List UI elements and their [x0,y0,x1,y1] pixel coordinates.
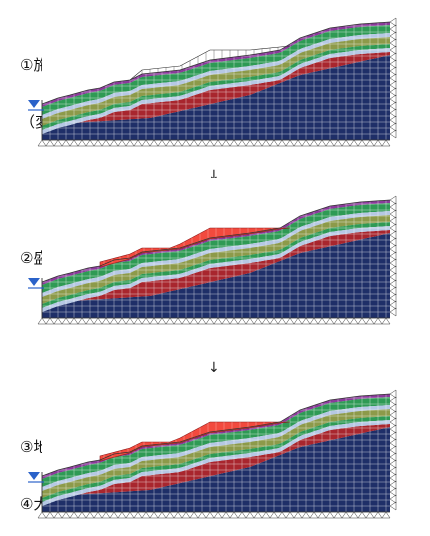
water-table-icon [28,472,40,480]
ground-surface [41,199,391,283]
stage1-fem-model [28,0,397,147]
red-layer [42,52,390,134]
stage3-fem-model [28,372,397,519]
cross-section [28,372,397,519]
transition-arrow-2: ↓ [208,360,220,376]
ground-surface [41,21,391,105]
embankment-fill [99,421,291,462]
bedrock-layer [42,427,390,512]
side-supports [389,389,397,511]
red-layer [42,424,390,506]
red-layer [42,230,390,312]
bottom-supports [37,317,391,325]
embankment-fill [99,227,291,268]
cross-section [28,178,397,325]
bottom-supports [37,139,391,147]
green-layer-1 [42,203,390,293]
olive-layer-3 [42,409,390,498]
water-table-icon [28,100,40,108]
olive-layer-3 [42,215,390,304]
cross-section [28,0,397,147]
side-supports [389,17,397,139]
bedrock-layer [42,55,390,140]
side-supports [389,195,397,317]
transition-arrow-1: ↓ [208,168,220,184]
green-layer-1 [42,25,390,115]
green-layer-1 [42,397,390,487]
planned-fill-outline [129,45,291,81]
stage2-fem-model [28,178,397,325]
ground-surface [41,393,391,477]
olive-layer-3 [42,37,390,126]
bedrock-layer [42,233,390,318]
water-table-icon [28,278,40,286]
bottom-supports [37,511,391,519]
